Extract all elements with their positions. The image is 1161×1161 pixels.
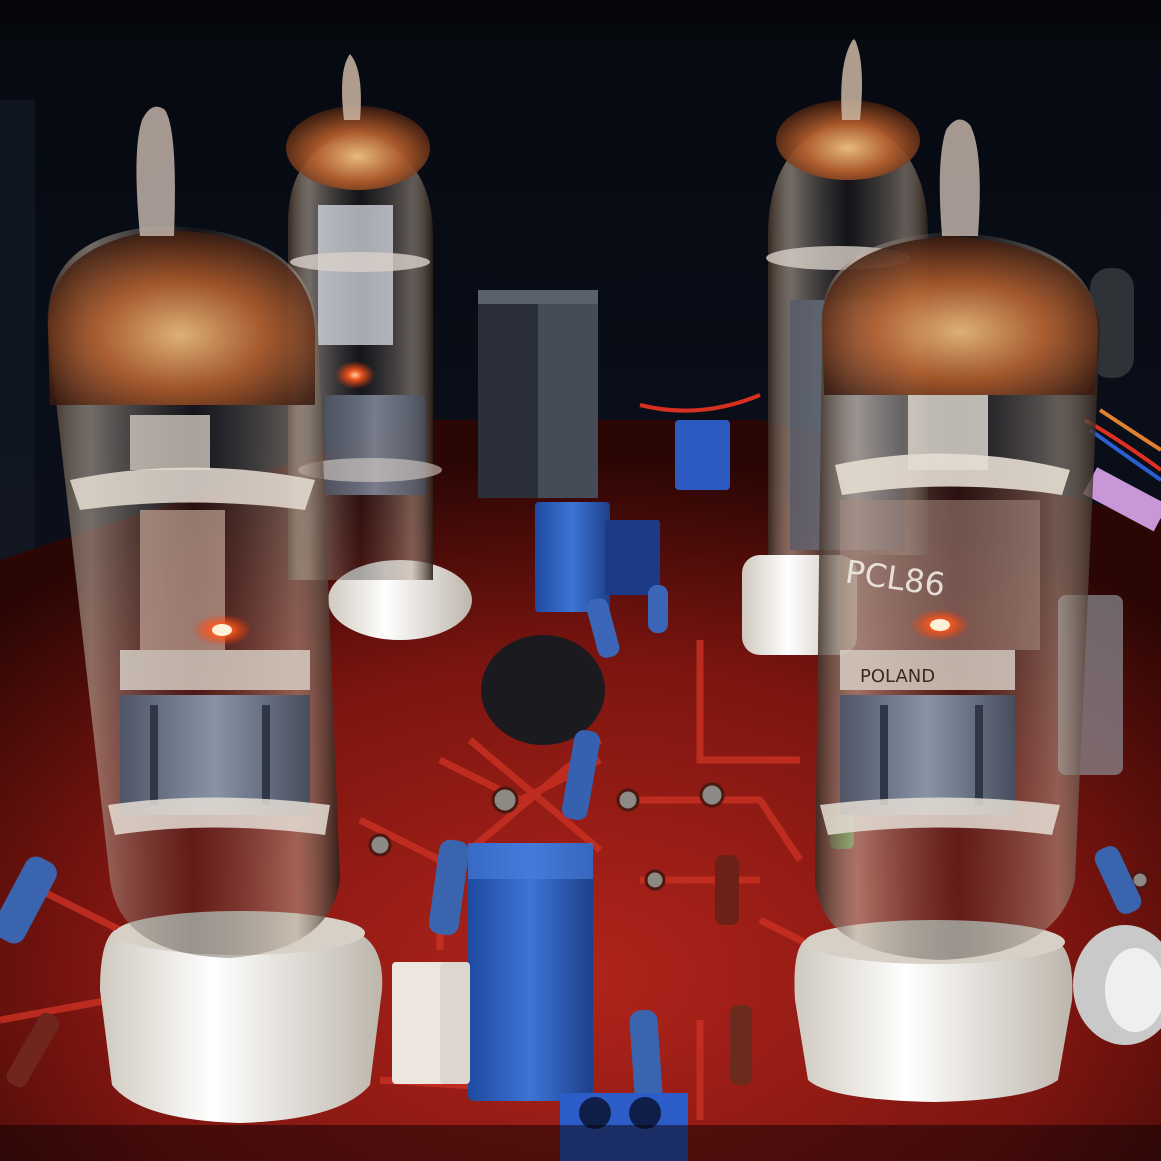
ceramic-disc-capacitor xyxy=(481,635,605,745)
vignette-top xyxy=(0,0,1161,40)
vacuum-tube-back-left xyxy=(286,54,472,640)
tube-country-marking: POLAND xyxy=(860,666,935,687)
right-back-capacitor xyxy=(1090,268,1134,378)
vacuum-tube-front-right: PCL86 POLAND xyxy=(794,119,1100,1102)
left-chassis-edge xyxy=(0,100,35,600)
pink-ribbon-cable xyxy=(1083,467,1161,532)
blue-component-back xyxy=(675,420,730,490)
back-transformer xyxy=(478,290,598,498)
blue-film-capacitor-front xyxy=(468,843,593,1101)
resistors xyxy=(0,585,1142,1106)
white-capacitors xyxy=(392,962,470,1084)
vignette-bottom xyxy=(0,1125,1161,1161)
solder-pads xyxy=(368,782,1150,891)
blue-capacitor-back-left xyxy=(535,502,660,612)
vacuum-tube-front-left xyxy=(47,106,383,1123)
